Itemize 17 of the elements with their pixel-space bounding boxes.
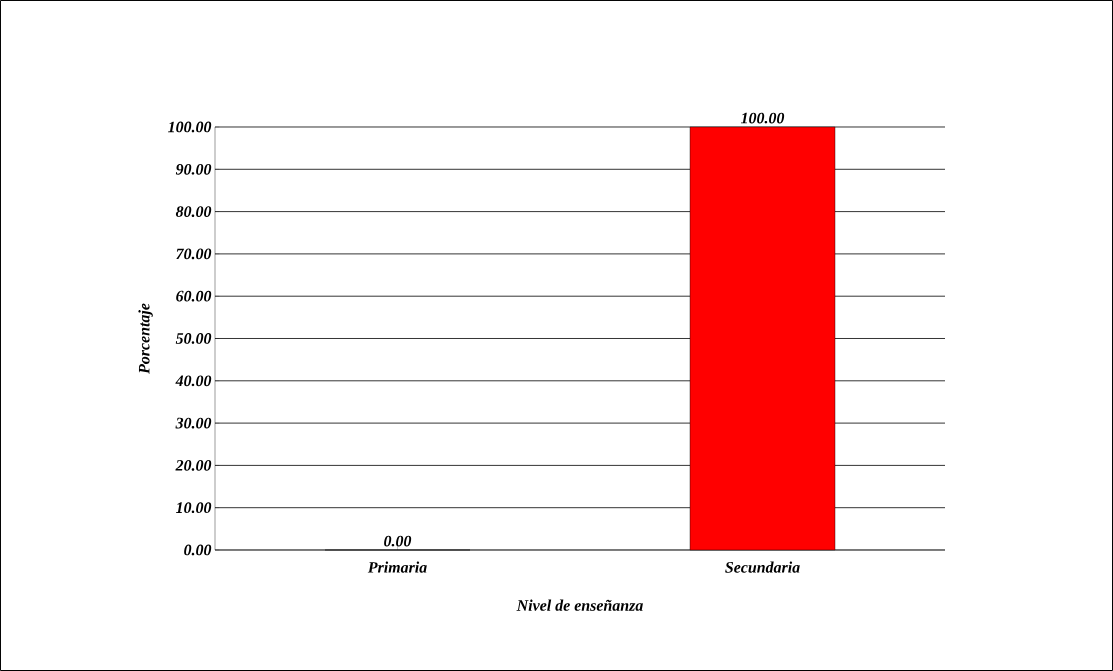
y-tick-label: 0.00 bbox=[184, 544, 212, 556]
x-tick-label: Primaria bbox=[367, 561, 427, 573]
y-tick-label: 80.00 bbox=[175, 206, 212, 217]
y-tick-label: 70.00 bbox=[176, 248, 212, 260]
x-axis-title: Nivel de enseñanza bbox=[516, 599, 643, 611]
data-label: 0.00 bbox=[384, 535, 412, 547]
y-tick-label: 90.00 bbox=[175, 163, 212, 175]
y-tick-label: 10.00 bbox=[175, 502, 212, 514]
y-tick-label: 100.00 bbox=[168, 121, 212, 133]
y-tick-label: 40.00 bbox=[175, 375, 212, 387]
y-tick-label: 50.00 bbox=[175, 333, 212, 344]
y-tick-label: 60.00 bbox=[176, 290, 212, 302]
x-tick-label: Secundaria bbox=[725, 561, 800, 573]
y-axis-title: Porcentaje bbox=[138, 303, 153, 374]
y-tick-label: 20.00 bbox=[175, 459, 212, 471]
y-tick-label: 30.00 bbox=[175, 417, 212, 429]
data-label: 100.00 bbox=[740, 112, 785, 124]
